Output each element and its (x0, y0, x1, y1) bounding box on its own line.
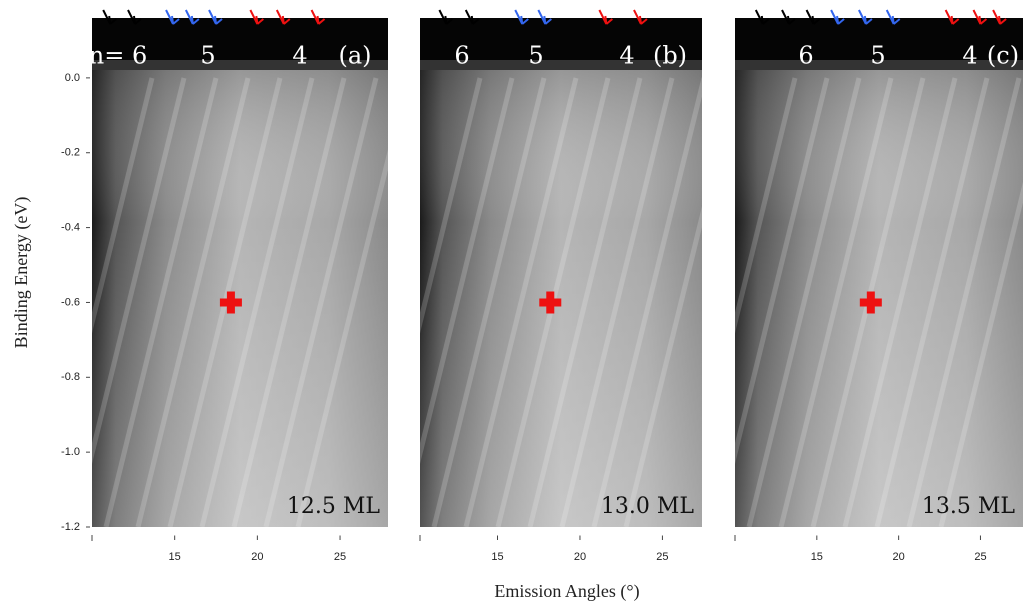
band-streak (135, 77, 251, 527)
band-streak (527, 77, 643, 527)
x-tick-label: 20 (574, 551, 586, 563)
marker-cross (219, 291, 242, 314)
band-index-label: 4 (962, 42, 977, 70)
band-arrow (438, 9, 454, 25)
panel (735, 18, 1023, 527)
band-streak (938, 181, 1023, 527)
band-index-label: n= 6 (89, 42, 147, 70)
panel (420, 18, 702, 527)
band-streak (735, 77, 830, 465)
x-tick-label: 20 (251, 551, 263, 563)
y-tick-label: 0.0 (65, 72, 80, 84)
band-index-label: 5 (528, 42, 543, 70)
band-index-label: 6 (798, 42, 813, 70)
band-arrow (184, 9, 200, 25)
band-arrow (310, 9, 326, 25)
band-streak (92, 77, 155, 334)
x-tick-label: 25 (656, 551, 668, 563)
band-arrow (781, 9, 796, 25)
band-arrow (127, 9, 142, 25)
band-streak (420, 77, 483, 334)
intensity-shade (420, 18, 702, 527)
intensity-shade (92, 18, 388, 527)
band-streak (295, 149, 388, 527)
band-streak (92, 77, 187, 465)
band-arrow (537, 9, 552, 25)
top-band (735, 18, 1023, 60)
band-streak (263, 77, 379, 527)
band-streak (103, 77, 219, 527)
band-streak (842, 77, 958, 527)
top-band (420, 18, 702, 60)
y-tick-label: -0.2 (61, 147, 80, 159)
band-arrow (275, 9, 291, 25)
band-arrow (754, 9, 770, 25)
band-streak (906, 77, 1022, 527)
band-arrow (633, 9, 648, 25)
panel (92, 18, 388, 527)
band-streak (231, 77, 347, 527)
y-tick-label: -1.2 (61, 521, 80, 533)
band-arrow (208, 9, 223, 25)
band-streak (746, 77, 862, 527)
band-streak (463, 77, 579, 527)
band-streak (591, 77, 702, 527)
x-tick-label: 25 (974, 551, 986, 563)
band-index-label: 6 (454, 42, 469, 70)
top-band (92, 18, 388, 60)
band-index-label: 5 (870, 42, 885, 70)
x-tick-label: 20 (893, 551, 905, 563)
band-index-label: 4 (619, 42, 634, 70)
band-arrow (830, 9, 845, 25)
band-arrow (858, 9, 873, 25)
x-tick-label: 25 (334, 551, 346, 563)
y-axis-label: Binding Energy (eV) (11, 197, 32, 349)
band-arrow (165, 9, 180, 25)
band-arrow (102, 9, 117, 25)
band-arrow (972, 9, 988, 25)
thickness-label: 13.0 ML (601, 494, 695, 519)
top-band-step (735, 60, 1023, 70)
y-tick-label: -0.8 (61, 371, 80, 383)
band-index-label: 4 (292, 42, 307, 70)
band-streak (874, 77, 990, 527)
band-index-label: 5 (200, 42, 215, 70)
band-streak (735, 77, 798, 334)
x-tick-label: 15 (169, 551, 181, 563)
top-band-step (92, 60, 388, 70)
x-tick-label: 15 (491, 551, 503, 563)
band-streak (420, 77, 515, 465)
intensity-shade (735, 18, 1023, 527)
band-arrow (885, 9, 901, 25)
thickness-label: 12.5 ML (287, 494, 381, 519)
band-arrow (992, 9, 1007, 25)
marker-cross (539, 291, 562, 314)
band-index-label: (c) (987, 42, 1019, 70)
band-streak (559, 77, 675, 527)
band-index-label: (a) (338, 42, 371, 70)
band-arrow (514, 9, 529, 25)
x-axis-label: Emission Angles (°) (494, 581, 639, 602)
x-tick-label: 15 (811, 551, 823, 563)
band-index-label: (b) (653, 42, 687, 70)
band-streak (431, 77, 547, 527)
band-arrow (598, 9, 613, 25)
band-arrow (805, 9, 821, 25)
band-streak (199, 77, 315, 527)
band-arrow (249, 9, 265, 25)
band-streak (623, 206, 702, 527)
top-band-step (420, 60, 702, 70)
band-streak (778, 77, 894, 527)
band-arrow (944, 9, 960, 25)
thickness-label: 13.5 ML (922, 494, 1016, 519)
band-arrow (464, 9, 480, 25)
y-tick-label: -1.0 (61, 446, 80, 458)
marker-cross (859, 291, 882, 314)
y-tick-label: -0.4 (61, 221, 80, 233)
y-tick-label: -0.6 (61, 296, 80, 308)
